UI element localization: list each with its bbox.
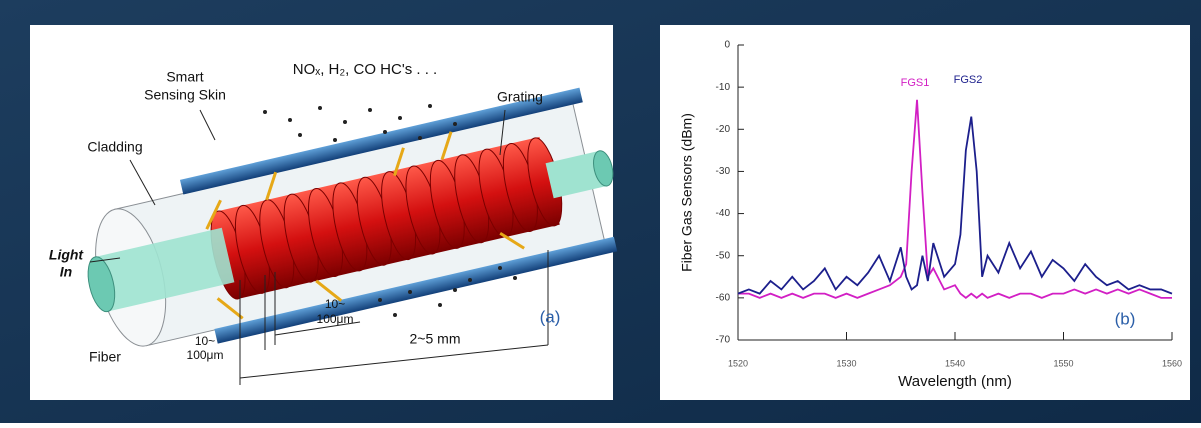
x-tick-label: 1520 [728, 358, 748, 368]
panel-label: (a) [540, 307, 561, 326]
y-tick-label: -40 [716, 208, 731, 219]
y-tick-label: -20 [716, 124, 731, 135]
width-label: 10~ [325, 297, 345, 311]
peak-label: FGS1 [901, 77, 930, 89]
pitch-label: 100μm [187, 348, 224, 362]
skin-label: Smart [166, 69, 203, 85]
skin-label: Sensing Skin [144, 87, 226, 103]
y-tick-label: -60 [716, 292, 731, 303]
gases-label: NOₓ, H₂, CO HC's . . . [293, 61, 437, 78]
fiber-label: Fiber [89, 349, 121, 365]
pitch-label: 10~ [195, 334, 215, 348]
grating-label: Grating [497, 89, 543, 105]
page: Smart Sensing Skin NOₓ, H₂, CO HC's . . … [0, 0, 1201, 428]
y-tick-label: 0 [724, 40, 730, 51]
y-tick-label: -70 [716, 335, 731, 346]
peak-label: FGS2 [954, 74, 983, 86]
x-tick-label: 1540 [945, 358, 965, 368]
y-tick-label: -10 [716, 82, 731, 93]
x-tick-label: 1560 [1162, 358, 1182, 368]
y-axis-title: Fiber Gas Sensors (dBm) [679, 113, 695, 272]
figure: Smart Sensing Skin NOₓ, H₂, CO HC's . . … [0, 0, 1201, 423]
panel-label: (b) [1115, 309, 1136, 328]
x-tick-label: 1550 [1053, 358, 1073, 368]
y-tick-label: -30 [716, 166, 731, 177]
cladding-label: Cladding [87, 139, 142, 155]
length-label: 2~5 mm [410, 331, 461, 347]
light-label: Light [49, 247, 85, 263]
width-label: 100μm [317, 312, 354, 326]
light-label: In [60, 264, 72, 280]
y-tick-label: -50 [716, 250, 731, 261]
x-tick-label: 1530 [836, 358, 856, 368]
x-axis-title: Wavelength (nm) [898, 373, 1012, 390]
